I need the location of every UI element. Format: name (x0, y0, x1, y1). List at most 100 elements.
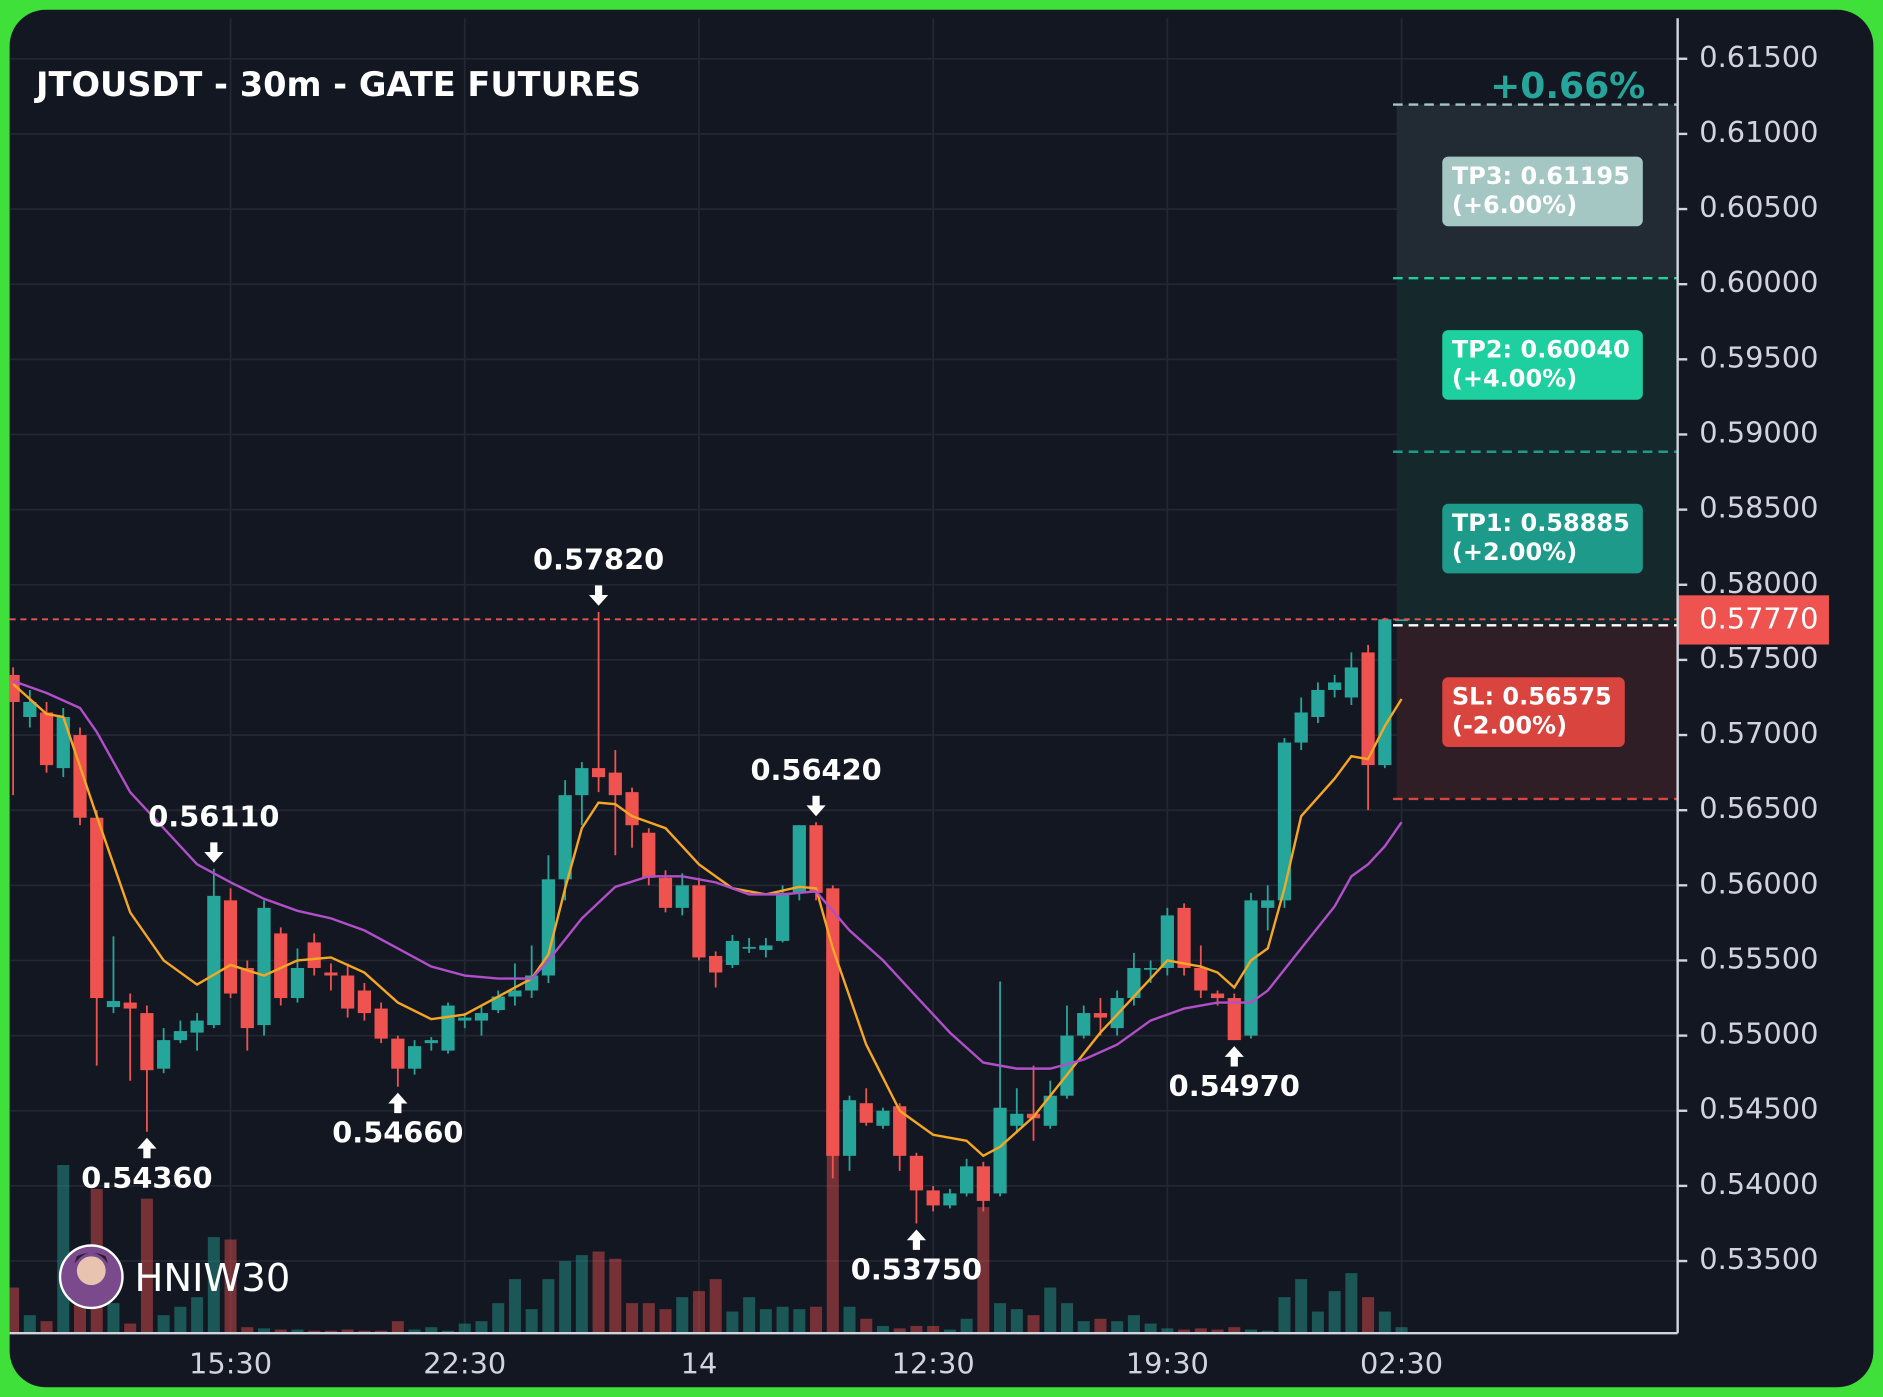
x-tick-label: 02:30 (1360, 1347, 1443, 1381)
volume-bar (793, 1309, 806, 1334)
candle-body (591, 768, 606, 778)
volume-bar (174, 1306, 187, 1334)
annotation-label: 0.53750 (851, 1253, 982, 1287)
volume-layer (9, 1095, 1408, 1334)
candle-body (441, 1005, 455, 1051)
candle-body (324, 972, 338, 976)
volume-bar (1244, 1329, 1257, 1334)
volume-bar (659, 1309, 672, 1334)
level-change: (+4.00%) (1452, 364, 1577, 392)
candle-body (307, 942, 321, 968)
volume-bar (391, 1321, 404, 1334)
volume-bar (1362, 1297, 1375, 1334)
annotation-arrow (1224, 1046, 1244, 1067)
chart-title: JTOUSDT - 30m - GATE FUTURES (34, 65, 641, 104)
volume-bar (1161, 1328, 1174, 1334)
volume-bar (843, 1306, 856, 1334)
candle-body (290, 967, 305, 999)
candle-body (341, 975, 355, 1009)
volume-bar (1178, 1329, 1191, 1334)
volume-bar (1127, 1315, 1140, 1334)
volume-bar (258, 1328, 271, 1334)
candle-body (1394, 619, 1409, 622)
candle-body (1144, 967, 1158, 970)
candle-body (491, 996, 505, 1011)
candle-body (173, 1031, 187, 1041)
candle-body (692, 885, 706, 958)
volume-bar (291, 1329, 304, 1334)
volume-bar (592, 1251, 605, 1334)
level-box (1442, 156, 1643, 227)
candle-body (993, 1107, 1007, 1194)
volume-bar (241, 1327, 254, 1334)
candle-body (1294, 712, 1308, 743)
volume-bar (927, 1325, 940, 1334)
y-tick-label: 0.60500 (1699, 190, 1818, 224)
candle-body (257, 907, 271, 1026)
volume-bar (224, 1239, 237, 1334)
volume-bar (341, 1329, 354, 1334)
volume-bar (860, 1318, 873, 1334)
candle-body (123, 1002, 137, 1009)
volume-bar (191, 1297, 204, 1334)
candle-body (240, 967, 254, 1029)
candle-body (658, 877, 673, 908)
candle-body (140, 1013, 154, 1071)
volume-bar (508, 1279, 521, 1334)
volume-bar (994, 1303, 1007, 1334)
candle-body (859, 1103, 873, 1123)
last-price-tag (1677, 595, 1829, 645)
volume-bar (23, 1315, 36, 1334)
volume-bar (1345, 1273, 1358, 1334)
volume-bar (1144, 1323, 1157, 1334)
volume-bar (559, 1261, 572, 1334)
candle-body (1261, 900, 1275, 908)
volume-bar (960, 1318, 973, 1334)
candle-body (675, 885, 689, 908)
candle-body (1277, 742, 1292, 901)
candle-body (1210, 993, 1225, 999)
y-tick-label: 0.57500 (1699, 641, 1818, 675)
y-tick-label: 0.57000 (1699, 716, 1818, 750)
volume-bar (726, 1311, 739, 1334)
volume-bar (274, 1329, 287, 1334)
volume-bar (458, 1323, 471, 1334)
candle-body (575, 768, 589, 796)
last-price-label: 0.57770 (1699, 602, 1818, 636)
candle-body (73, 735, 87, 818)
volume-bar (893, 1328, 906, 1334)
annotation-arrow (588, 585, 609, 606)
volume-bar (676, 1297, 689, 1334)
candle-body (207, 895, 221, 1026)
avatar-hair (74, 1252, 109, 1264)
level-box (1442, 503, 1643, 574)
annotation-label: 0.54360 (81, 1161, 212, 1195)
volume-bar (626, 1303, 639, 1334)
avatar-face (76, 1256, 106, 1286)
candle-body (407, 1046, 422, 1069)
annotation-label: 0.56420 (750, 753, 881, 787)
volume-bar (1311, 1311, 1324, 1334)
volume-bar (1094, 1318, 1107, 1334)
candle-body (909, 1155, 924, 1191)
y-tick-label: 0.55500 (1699, 941, 1818, 975)
annotation-label: 0.54660 (332, 1116, 463, 1150)
x-tick-label: 15:30 (189, 1347, 272, 1381)
candle-body (1043, 1095, 1057, 1126)
watermark-avatar (58, 1244, 124, 1310)
candle-body (642, 832, 656, 878)
annotation-arrow (906, 1229, 927, 1250)
candle-body (508, 990, 522, 997)
plot-layer (9, 611, 1409, 1224)
candle-body (274, 933, 288, 999)
candle-body (893, 1106, 907, 1156)
candle-body (1227, 998, 1241, 1041)
volume-bar (642, 1303, 655, 1334)
y-tick-label: 0.53500 (1699, 1242, 1818, 1276)
volume-bar (910, 1325, 923, 1334)
volume-bar (1328, 1291, 1341, 1334)
level-label: TP1: 0.58885 (1452, 509, 1630, 537)
candle-body (742, 946, 756, 949)
volume-bar (977, 1207, 990, 1334)
annotation-label: 0.57820 (533, 542, 664, 576)
